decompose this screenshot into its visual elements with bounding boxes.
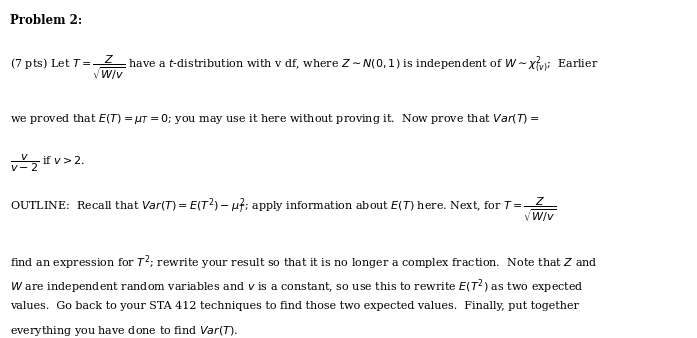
Text: OUTLINE:  Recall that $Var(T) = E(T^2) - \mu_T^2$; apply information about $E(T): OUTLINE: Recall that $Var(T) = E(T^2) - …: [10, 196, 557, 224]
Text: find an expression for $T^2$; rewrite your result so that it is no longer a comp: find an expression for $T^2$; rewrite yo…: [10, 254, 598, 272]
Text: everything you have done to find $Var(T)$.: everything you have done to find $Var(T)…: [10, 324, 238, 338]
Text: $W$ are independent random variables and $v$ is a constant, so use this to rewri: $W$ are independent random variables and…: [10, 277, 584, 296]
Text: (7 pts) Let $T = \dfrac{Z}{\sqrt{W/v}}$ have a $t$-distribution with v df, where: (7 pts) Let $T = \dfrac{Z}{\sqrt{W/v}}$ …: [10, 54, 599, 82]
Text: $\dfrac{v}{v-2}$ if $v > 2$.: $\dfrac{v}{v-2}$ if $v > 2$.: [10, 152, 86, 174]
Text: we proved that $E(T) = \mu_T = 0$; you may use it here without proving it.  Now : we proved that $E(T) = \mu_T = 0$; you m…: [10, 112, 540, 125]
Text: Problem 2:: Problem 2:: [10, 14, 83, 26]
Text: values.  Go back to your STA 412 techniques to find those two expected values.  : values. Go back to your STA 412 techniqu…: [10, 301, 579, 311]
